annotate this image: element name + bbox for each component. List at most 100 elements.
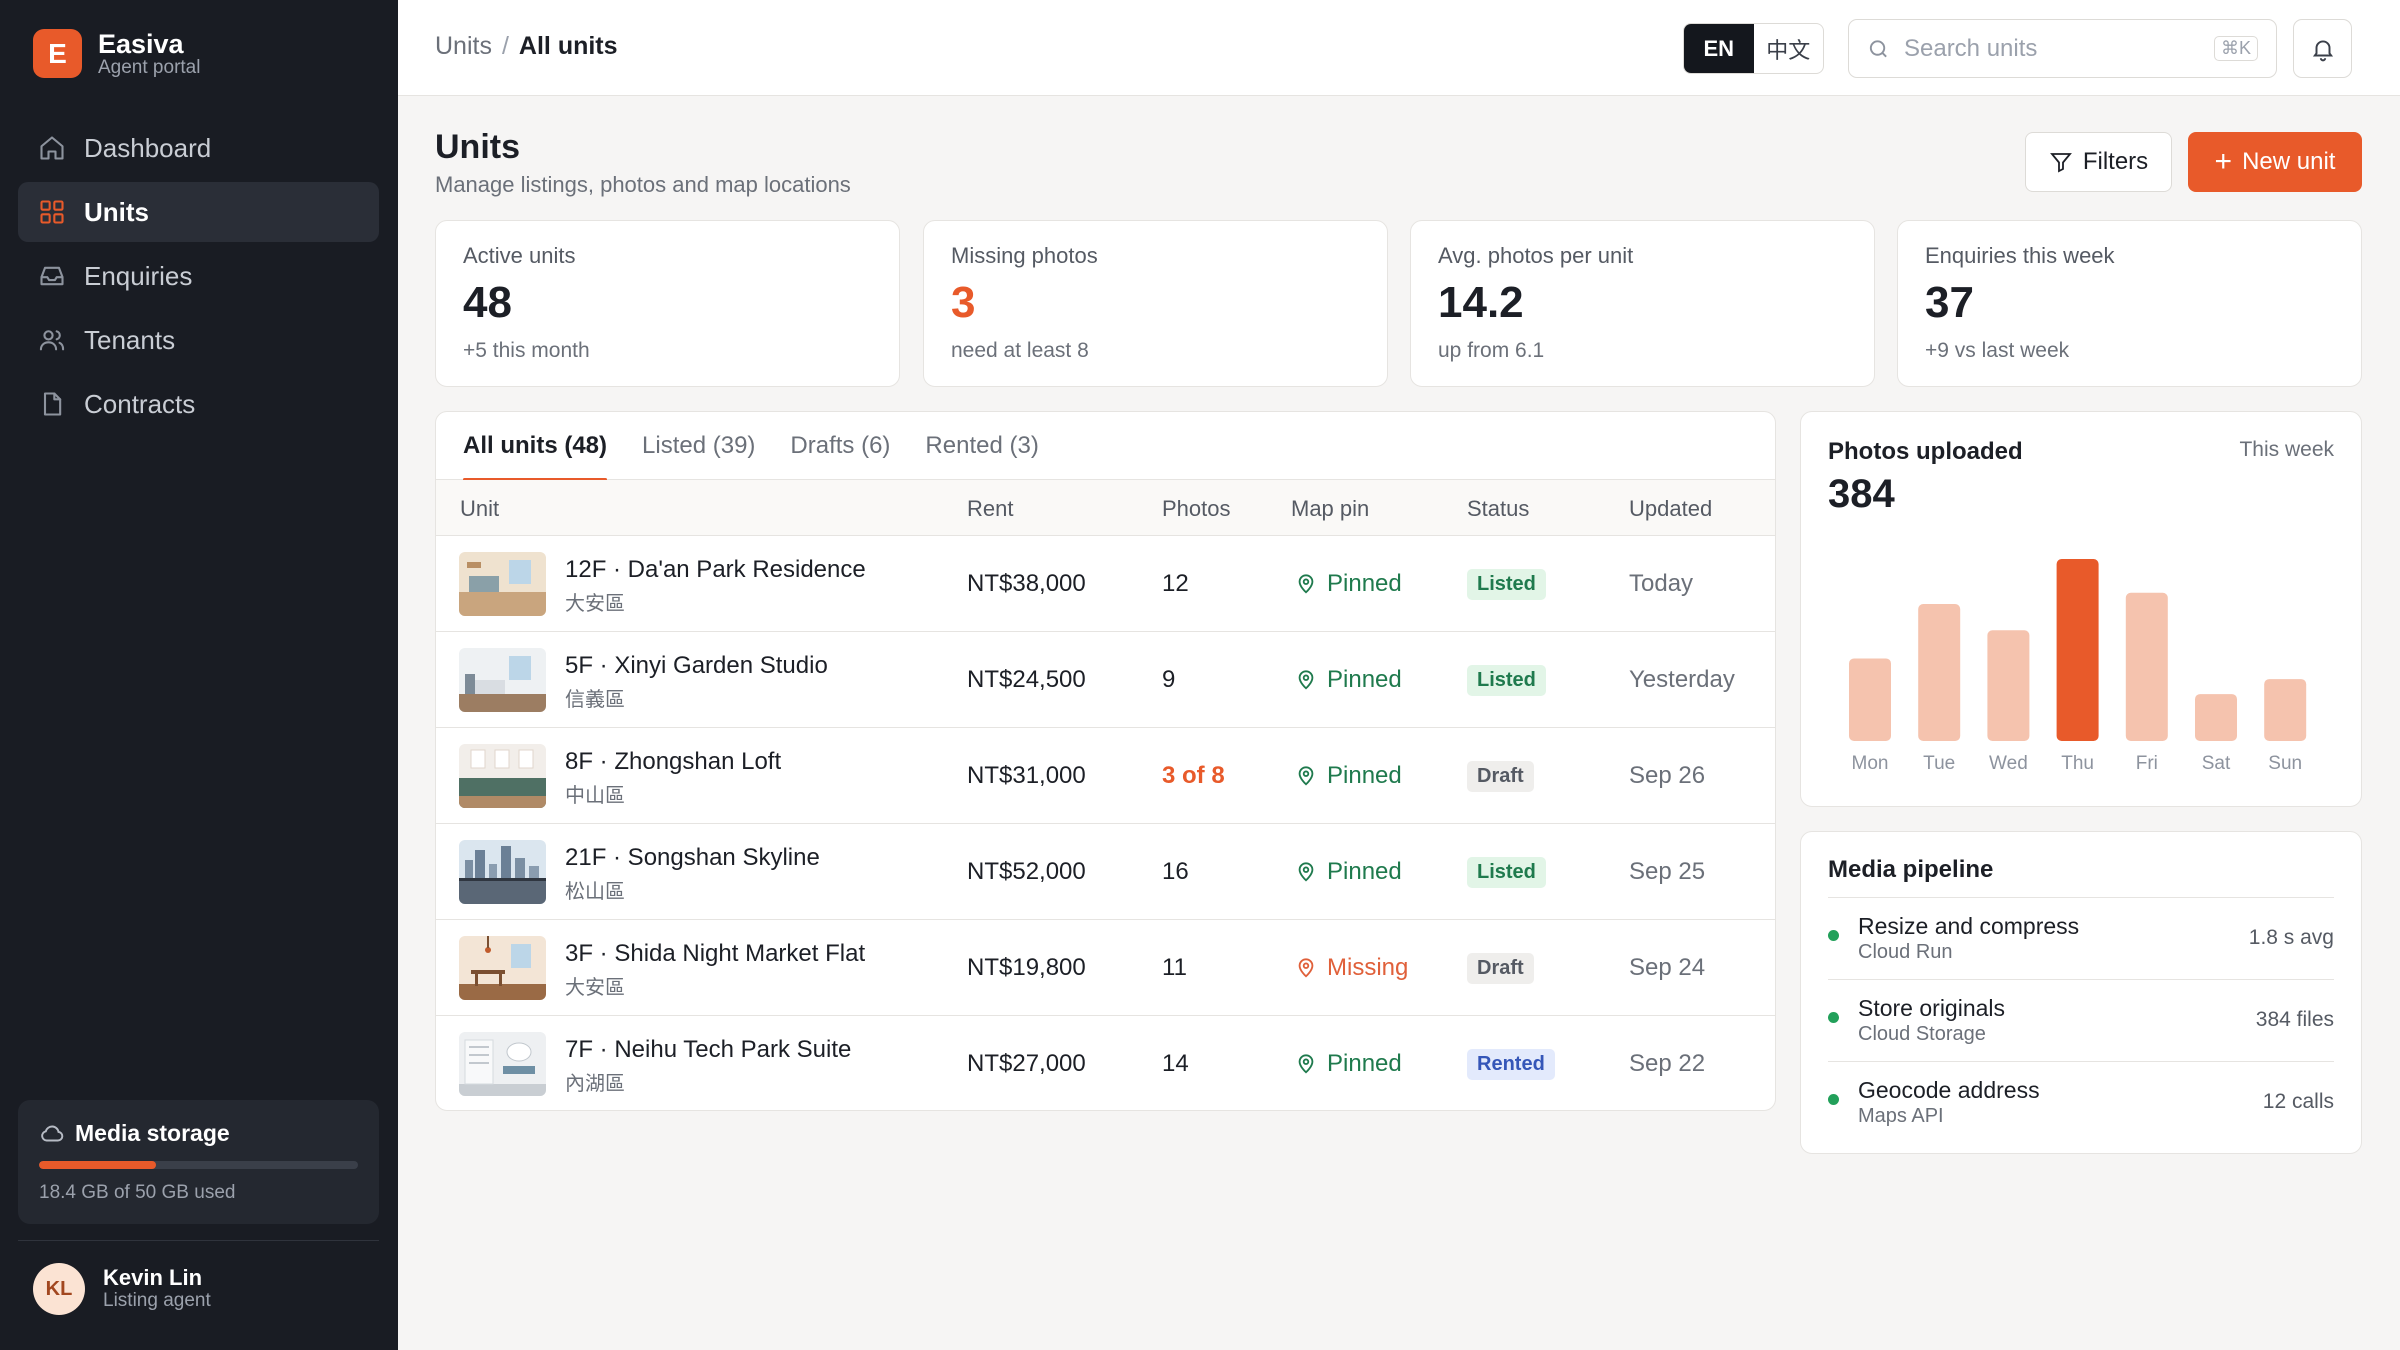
tab-drafts[interactable]: Drafts (6) xyxy=(790,432,891,459)
column-header-updated[interactable]: Updated xyxy=(1629,496,1713,521)
new-unit-button[interactable]: + New unit xyxy=(2188,132,2362,192)
user-role: Listing agent xyxy=(103,1290,211,1311)
map-pin-status[interactable]: Pinned xyxy=(1295,570,1402,598)
chart-bar-thu[interactable] xyxy=(2056,559,2099,741)
filters-button[interactable]: Filters xyxy=(2025,132,2172,192)
map-pin-status[interactable]: Pinned xyxy=(1295,762,1402,790)
sidebar: E Easiva Agent portal Dashboard Units En… xyxy=(0,0,398,1350)
table-row[interactable]: 5F · Xinyi Garden Studio 信義區 NT$24,500 9 Pin… xyxy=(436,632,1775,728)
home-icon xyxy=(40,136,64,160)
storage-title: Media storage xyxy=(75,1120,230,1146)
unit-name[interactable]: 3F · Shida Night Market Flat xyxy=(565,940,866,967)
unit-photos: 3 of 8 xyxy=(1162,762,1225,789)
sidebar-item-contracts[interactable]: Contracts xyxy=(18,374,379,434)
language-option-zh[interactable]: 中文 xyxy=(1766,37,1811,63)
unit-name[interactable]: 5F · Xinyi Garden Studio xyxy=(565,652,828,679)
column-header-unit[interactable]: Unit xyxy=(460,496,500,521)
unit-name[interactable]: 21F · Songshan Skyline xyxy=(565,844,820,871)
unit-thumbnail[interactable] xyxy=(459,1032,546,1096)
status-badge: Draft xyxy=(1467,952,1534,984)
unit-name[interactable]: 7F · Neihu Tech Park Suite xyxy=(565,1036,852,1063)
document-icon xyxy=(43,392,62,416)
user-profile[interactable]: KL Kevin Lin Listing agent xyxy=(33,1263,211,1315)
storage-progress-bar xyxy=(39,1161,358,1169)
status-dot xyxy=(1828,1094,1839,1105)
unit-updated: Sep 24 xyxy=(1629,954,1706,981)
language-switcher: EN 中文 xyxy=(1683,23,1824,74)
chart-bar-fri[interactable] xyxy=(2125,592,2168,741)
tab-all-units[interactable]: All units (48) xyxy=(463,412,608,481)
sidebar-item-label: Enquiries xyxy=(84,260,193,291)
chart-bar-sun[interactable] xyxy=(2264,679,2307,741)
chart-bar-wed[interactable] xyxy=(1987,630,2030,741)
notifications-button[interactable] xyxy=(2293,19,2352,78)
column-header-map-pin[interactable]: Map pin xyxy=(1291,496,1370,521)
breadcrumb-parent[interactable]: Units xyxy=(435,32,492,60)
map-pin-label: Missing xyxy=(1327,954,1409,981)
unit-thumbnail[interactable] xyxy=(459,744,546,808)
stat-card-active-units: Active units 48 +5 this month xyxy=(435,220,900,387)
stat-label: Enquiries this week xyxy=(1925,243,2115,268)
table-row[interactable]: 8F · Zhongshan Loft 中山區 NT$31,000 3 of 8 Pin… xyxy=(436,728,1775,824)
stat-value: 14.2 xyxy=(1438,278,1524,327)
search-icon xyxy=(1869,39,1887,57)
sidebar-item-units[interactable]: Units xyxy=(18,182,379,242)
sidebar-item-label: Tenants xyxy=(84,324,176,355)
tab-rented[interactable]: Rented (3) xyxy=(925,432,1039,459)
map-pin-icon xyxy=(1298,574,1314,594)
column-header-status[interactable]: Status xyxy=(1467,496,1530,521)
stat-note: +5 this month xyxy=(463,339,590,362)
stat-card-avg-photos: Avg. photos per unit 14.2 up from 6.1 xyxy=(1410,220,1875,387)
stat-value: 37 xyxy=(1925,278,1974,327)
map-pin-status[interactable]: Pinned xyxy=(1295,858,1402,886)
language-option-en[interactable]: EN xyxy=(1684,24,1754,73)
column-header-rent[interactable]: Rent xyxy=(967,496,1014,521)
unit-rent: NT$52,000 xyxy=(967,858,1086,885)
table-row[interactable]: 12F · Da'an Park Residence 大安區 NT$38,000 12… xyxy=(436,536,1775,632)
media-storage-widget[interactable]: Media storage 18.4 GB of 50 GB used xyxy=(18,1100,379,1224)
sidebar-item-enquiries[interactable]: Enquiries xyxy=(18,246,379,306)
table-row[interactable]: 7F · Neihu Tech Park Suite 內湖區 NT$27,000 14… xyxy=(436,1016,1775,1110)
status-badge: Listed xyxy=(1467,856,1546,888)
unit-thumbnail[interactable] xyxy=(459,648,546,712)
stat-card-enquiries: Enquiries this week 37 +9 vs last week xyxy=(1897,220,2362,387)
unit-thumbnail[interactable] xyxy=(459,936,546,1000)
unit-thumbnail[interactable] xyxy=(459,840,546,904)
unit-updated: Sep 22 xyxy=(1629,1050,1706,1077)
unit-name[interactable]: 12F · Da'an Park Residence xyxy=(565,556,866,583)
map-pin-label: Pinned xyxy=(1327,1050,1402,1077)
stat-label: Active units xyxy=(463,243,576,268)
unit-name[interactable]: 8F · Zhongshan Loft xyxy=(565,748,782,775)
brand-name: Easiva xyxy=(98,28,184,59)
chart-bar-mon[interactable] xyxy=(1849,658,1891,741)
chart-tick-label: Fri xyxy=(2136,753,2158,774)
tab-listed[interactable]: Listed (39) xyxy=(642,432,756,459)
map-pin-label: Pinned xyxy=(1327,762,1402,789)
unit-photos: 11 xyxy=(1162,954,1187,981)
unit-district: 松山區 xyxy=(565,881,625,903)
units-table-card: All units (48) Listed (39) Drafts (6) Re… xyxy=(435,411,1776,1111)
avatar: KL xyxy=(33,1263,85,1315)
breadcrumb-separator: / xyxy=(501,32,509,60)
chart-bar-tue[interactable] xyxy=(1918,604,1961,741)
unit-thumbnail[interactable] xyxy=(459,552,546,616)
bell-icon xyxy=(2312,39,2333,61)
breadcrumb: Units / All units xyxy=(435,32,618,61)
chart-bar-sat[interactable] xyxy=(2195,694,2237,741)
chart-period[interactable]: This week xyxy=(2239,438,2334,461)
sidebar-item-dashboard[interactable]: Dashboard xyxy=(18,118,379,178)
search-input[interactable] xyxy=(1903,34,2214,63)
map-pin-status[interactable]: Pinned xyxy=(1295,666,1402,694)
map-pin-status[interactable]: Missing xyxy=(1295,954,1408,982)
map-pin-status[interactable]: Pinned xyxy=(1295,1050,1402,1078)
table-row[interactable]: 3F · Shida Night Market Flat 大安區 NT$19,800… xyxy=(436,920,1775,1016)
sidebar-item-tenants[interactable]: Tenants xyxy=(18,310,379,370)
pipeline-item-meta: 384 files xyxy=(2255,1008,2334,1031)
status-badge: Listed xyxy=(1467,664,1546,696)
brand[interactable]: E Easiva Agent portal xyxy=(33,29,200,78)
column-header-photos[interactable]: Photos xyxy=(1162,496,1231,521)
pipeline-item-provider: Cloud Run xyxy=(1858,941,1953,963)
table-row[interactable]: 21F · Songshan Skyline 松山區 NT$52,000 16 Pinn… xyxy=(436,824,1775,920)
pipeline-item: Geocode address Maps API 12 calls xyxy=(1828,1062,2334,1144)
unit-updated: Sep 25 xyxy=(1629,858,1706,885)
